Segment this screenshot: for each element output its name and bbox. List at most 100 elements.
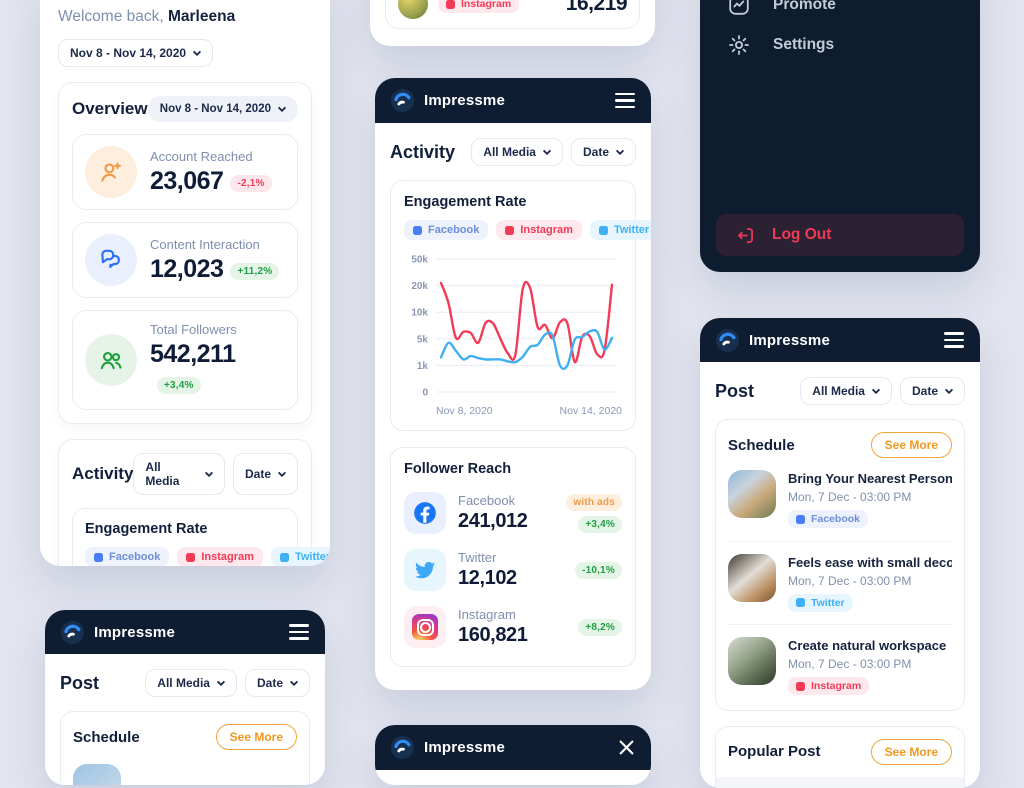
- engagement-card: Engagement Rate Facebook Instagram Twitt…: [390, 180, 636, 431]
- date-filter-dropdown[interactable]: Date: [571, 138, 636, 166]
- close-icon[interactable]: [618, 739, 635, 756]
- chip-label: Twitter: [811, 597, 845, 609]
- chip-label: Instagram: [811, 680, 861, 692]
- post-title-text: Feels ease with small decora...: [788, 555, 952, 570]
- post-time: Mon, 7 Dec - 03:00 PM: [788, 657, 946, 671]
- instagram-icon: [404, 606, 446, 648]
- platform-chip-facebook: Facebook: [788, 510, 868, 528]
- app-header: Impressme: [375, 78, 651, 123]
- date-range-dropdown[interactable]: Nov 8 - Nov 14, 2020: [58, 39, 213, 67]
- screen-menu-open-partial: Impressme: [375, 725, 651, 785]
- see-more-button[interactable]: See More: [871, 739, 952, 765]
- popular-table-card: Instagram 16,219: [385, 0, 640, 29]
- post-avatar: [398, 0, 428, 19]
- menu-item-label: Promote: [773, 0, 836, 14]
- screen-activity: Impressme Activity All Media Date Engage…: [375, 78, 651, 690]
- menu-icon[interactable]: [944, 332, 964, 348]
- legend-swatch: [186, 553, 195, 562]
- media-filter-dropdown[interactable]: All Media: [133, 453, 225, 495]
- activity-title: Activity: [72, 464, 133, 484]
- date-filter-dropdown[interactable]: Date: [900, 377, 965, 405]
- media-filter-dropdown[interactable]: All Media: [145, 669, 237, 697]
- date-filter-label: Date: [257, 676, 283, 690]
- legend-swatch: [94, 553, 103, 562]
- schedule-item[interactable]: Feels ease with small decora... Mon, 7 D…: [728, 542, 952, 626]
- platform-value: 241,012: [458, 510, 554, 533]
- chat-bubbles-icon: [85, 234, 137, 286]
- stat-label: Content Interaction: [150, 237, 279, 252]
- media-filter-dropdown[interactable]: All Media: [471, 138, 563, 166]
- post-title: Post: [715, 381, 754, 402]
- date-filter-dropdown[interactable]: Date: [233, 453, 298, 495]
- popular-post-row[interactable]: Instagram 16,219: [386, 0, 639, 28]
- screen-post: Impressme Post All Media Date Schedule S…: [700, 318, 980, 788]
- app-header: Impressme: [700, 318, 980, 362]
- post-title: Post: [60, 673, 99, 694]
- menu-icon[interactable]: [289, 624, 309, 640]
- legend-instagram[interactable]: Instagram: [177, 547, 263, 566]
- chip-swatch: [796, 682, 805, 691]
- schedule-item[interactable]: Create natural workspace Mon, 7 Dec - 03…: [728, 625, 952, 708]
- platform-value: 160,821: [458, 624, 566, 647]
- media-filter-dropdown[interactable]: All Media: [800, 377, 892, 405]
- legend-instagram[interactable]: Instagram: [496, 220, 582, 240]
- legend-facebook[interactable]: Facebook: [85, 547, 169, 566]
- greeting-prefix: Welcome back,: [58, 8, 164, 25]
- chart-legend: Facebook Instagram Twitter: [404, 220, 622, 240]
- chip-swatch: [446, 0, 455, 9]
- platform-chip-instagram: Instagram: [438, 0, 519, 13]
- post-title-text: Bring Your Nearest Person to...: [788, 471, 952, 486]
- impressme-logo-icon: [716, 329, 739, 352]
- post-title-text: Create natural workspace: [788, 638, 946, 653]
- chip-label: Facebook: [811, 513, 860, 525]
- see-more-button[interactable]: See More: [216, 724, 297, 750]
- stat-value: 23,067: [150, 167, 223, 195]
- platform-label: Instagram: [458, 607, 566, 622]
- user-name: Marleena: [168, 8, 235, 25]
- post-thumbnail: [728, 470, 776, 518]
- logout-button[interactable]: Log Out: [716, 214, 964, 256]
- stat-value: 542,211: [150, 340, 236, 368]
- follower-row-instagram: Instagram 160,821 +8,2%: [404, 606, 622, 648]
- twitter-icon: [404, 549, 446, 591]
- engagement-card: Engagement Rate Facebook Instagram Twitt…: [72, 508, 298, 566]
- chevron-down-icon: [217, 677, 225, 685]
- see-more-button[interactable]: See More: [871, 432, 952, 458]
- stat-account-reached: Account Reached 23,067-2,1%: [72, 134, 298, 210]
- menu-item-promote[interactable]: Promote: [700, 0, 980, 25]
- platform-label: Twitter: [458, 550, 563, 565]
- facebook-icon: [404, 492, 446, 534]
- stat-delta-badge: +3,4%: [157, 377, 201, 394]
- chevron-down-icon: [543, 146, 551, 154]
- brand-title: Impressme: [94, 624, 175, 641]
- media-filter-label: All Media: [812, 384, 865, 398]
- schedule-item[interactable]: Bring Your Nearest Person to... Mon, 7 D…: [728, 458, 952, 542]
- post-thumbnail: [728, 637, 776, 685]
- popular-table-header: Post Name Impression: [716, 777, 964, 788]
- screen-post-partial: Impressme Post All Media Date Schedule S…: [45, 610, 325, 785]
- menu-item-settings[interactable]: Settings: [700, 25, 980, 65]
- svg-text:0: 0: [422, 388, 428, 399]
- schedule-title: Schedule: [728, 437, 795, 454]
- stat-value: 12,023: [150, 255, 223, 283]
- popular-post-card: Popular Post See More Post Name Impressi…: [715, 726, 965, 788]
- person-plus-icon: [85, 146, 137, 198]
- impression-value: 16,219: [566, 0, 627, 16]
- legend-facebook[interactable]: Facebook: [404, 220, 488, 240]
- app-header: Impressme: [45, 610, 325, 654]
- legend-label: Instagram: [201, 551, 254, 563]
- post-time: Mon, 7 Dec - 03:00 PM: [788, 490, 952, 504]
- date-filter-dropdown[interactable]: Date: [245, 669, 310, 697]
- follower-reach-title: Follower Reach: [404, 461, 622, 477]
- legend-swatch: [413, 226, 422, 235]
- date-range-label: Nov 8 - Nov 14, 2020: [70, 46, 186, 60]
- legend-twitter[interactable]: Twitter: [271, 547, 330, 566]
- greeting: Welcome back, Marleena: [58, 8, 312, 26]
- legend-swatch: [599, 226, 608, 235]
- legend-twitter[interactable]: Twitter: [590, 220, 651, 240]
- svg-text:1k: 1k: [417, 361, 429, 372]
- overview-date-dropdown[interactable]: Nov 8 - Nov 14, 2020: [148, 96, 298, 122]
- follower-row-facebook: Facebook 241,012 with ads +3,4%: [404, 492, 622, 534]
- menu-icon[interactable]: [615, 93, 635, 109]
